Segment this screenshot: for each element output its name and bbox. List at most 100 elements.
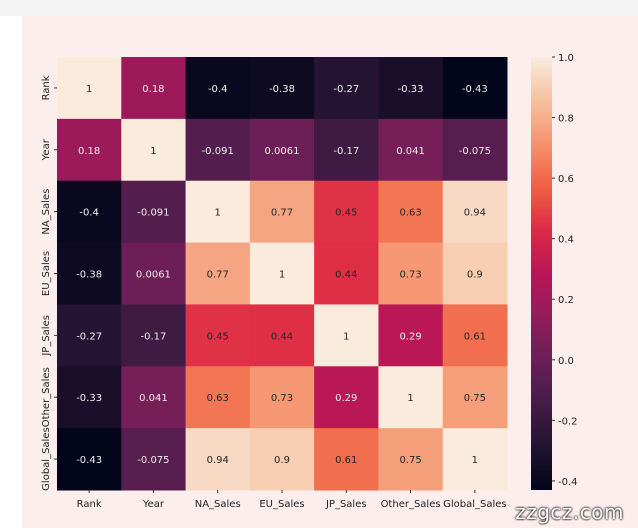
heatmap-cell — [378, 180, 444, 244]
heatmap-cell — [121, 242, 187, 305]
cell-value-label: 0.0061 — [136, 270, 171, 281]
x-tick-label: JP_Sales — [325, 499, 367, 510]
cell-value-label: 0.61 — [464, 331, 486, 342]
cell-value-label: 0.44 — [335, 270, 357, 281]
heatmap-cell — [314, 242, 379, 305]
heatmap-cell — [57, 304, 122, 367]
heatmap-cell — [249, 57, 315, 120]
heatmap-cell — [249, 242, 315, 305]
cell-value-label: -0.075 — [459, 146, 491, 157]
colorbar-tick-label: -0.4 — [558, 477, 578, 488]
heatmap-cell — [314, 118, 379, 182]
colorbar-tick-label: 0.2 — [558, 295, 574, 306]
heatmap-cell — [57, 180, 122, 244]
cell-value-label: 0.94 — [464, 208, 486, 219]
cell-value-label: 0.9 — [467, 270, 483, 281]
heatmap-cell — [442, 242, 508, 305]
heatmap-cell — [378, 428, 444, 491]
cell-value-label: 1 — [407, 393, 413, 404]
heatmap-cell — [121, 180, 187, 244]
cell-value-label: 0.73 — [271, 393, 293, 404]
top-bar — [0, 0, 638, 16]
cell-value-label: 1 — [343, 331, 349, 342]
heatmap-cell — [185, 180, 251, 244]
colorbar — [531, 57, 552, 490]
x-tick-label: Year — [142, 499, 165, 510]
heatmap-cell — [249, 428, 315, 491]
x-tick-label: EU_Sales — [259, 499, 304, 510]
cell-value-label: 0.45 — [207, 331, 229, 342]
cell-value-label: 0.94 — [207, 455, 229, 466]
cell-value-label: 0.18 — [142, 84, 164, 95]
y-tick-label: EU_Sales — [41, 251, 52, 296]
cell-value-label: -0.43 — [462, 84, 488, 95]
heatmap-cell — [378, 57, 444, 120]
heatmap-cell — [442, 118, 508, 182]
heatmap-cell — [442, 180, 508, 244]
heatmap-cell — [249, 304, 315, 367]
y-tick-label: Other_Sales — [41, 367, 52, 427]
colorbar-tick-label: 0.4 — [558, 235, 574, 246]
cell-value-label: -0.17 — [140, 331, 166, 342]
cell-value-label: -0.091 — [137, 208, 169, 219]
y-tick-label: Rank — [41, 75, 52, 100]
heatmap-cell — [57, 242, 122, 305]
cell-value-label: -0.4 — [79, 208, 99, 219]
heatmap-cell — [121, 57, 187, 120]
x-tick-label: NA_Sales — [195, 499, 241, 510]
heatmap-cell — [185, 242, 251, 305]
cell-value-label: 0.77 — [271, 208, 293, 219]
y-tick-label: Global_Sales — [41, 427, 52, 491]
heatmap-cell — [314, 366, 379, 429]
watermark: zzgcz.com — [515, 500, 624, 524]
heatmap-cell — [185, 118, 251, 182]
cell-value-label: 0.77 — [207, 270, 229, 281]
cell-value-label: 0.0061 — [265, 146, 300, 157]
cell-value-label: 0.9 — [274, 455, 290, 466]
cell-value-label: 1 — [472, 455, 478, 466]
cell-value-label: 0.75 — [399, 455, 421, 466]
cell-value-label: 0.73 — [399, 270, 421, 281]
colorbar-tick-label: -0.2 — [558, 416, 578, 427]
cell-value-label: -0.43 — [76, 455, 102, 466]
cell-value-label: 0.45 — [335, 208, 357, 219]
heatmap-cell — [314, 57, 379, 120]
cell-value-label: -0.27 — [333, 84, 359, 95]
cell-value-label: 1 — [279, 270, 285, 281]
heatmap-cell — [442, 366, 508, 429]
heatmap-cell — [378, 118, 444, 182]
heatmap-cell — [442, 428, 508, 491]
heatmap-cell — [121, 428, 187, 491]
y-tick-label: Year — [41, 138, 52, 161]
heatmap-cell — [57, 118, 122, 182]
cell-value-label: 0.63 — [207, 393, 229, 404]
cell-value-label: -0.38 — [269, 84, 295, 95]
cell-value-label: 0.44 — [271, 331, 293, 342]
y-tick-label: JP_Sales — [41, 315, 52, 357]
heatmap-cell — [249, 118, 315, 182]
cell-value-label: -0.38 — [76, 270, 102, 281]
heatmap-cell — [185, 428, 251, 491]
cell-value-label: 0.63 — [399, 208, 421, 219]
cell-value-label: -0.17 — [333, 146, 359, 157]
heatmap-cell — [121, 304, 187, 367]
cell-value-label: 0.29 — [399, 331, 421, 342]
x-tick-label: Global_Sales — [443, 499, 507, 510]
x-tick-label: Rank — [77, 499, 102, 510]
cell-value-label: 0.61 — [335, 455, 357, 466]
heatmap-cell — [442, 304, 508, 367]
cell-value-label: 0.18 — [78, 146, 100, 157]
cell-value-label: 0.29 — [335, 393, 357, 404]
y-tick-label: NA_Sales — [41, 189, 52, 235]
heatmap-cell — [185, 57, 251, 120]
colorbar-tick-label: 0.6 — [558, 174, 574, 185]
x-tick-label: Other_Sales — [381, 499, 441, 510]
cell-value-label: 1 — [150, 146, 156, 157]
cell-value-label: -0.27 — [76, 331, 102, 342]
cell-value-label: 1 — [215, 208, 221, 219]
cell-value-label: -0.075 — [137, 455, 169, 466]
heatmap-cell — [185, 366, 251, 429]
heatmap-cell — [442, 57, 508, 120]
heatmap-cell — [249, 366, 315, 429]
